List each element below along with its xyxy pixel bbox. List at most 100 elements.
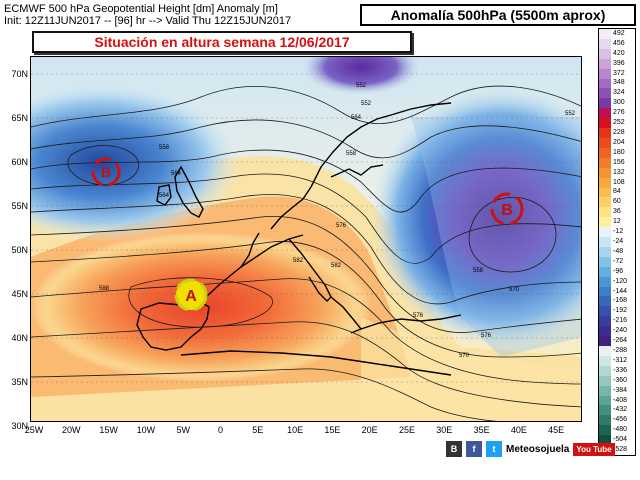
legend-swatch xyxy=(599,296,611,307)
legend-label: -288 xyxy=(613,346,628,354)
legend-label: 108 xyxy=(613,178,625,186)
legend-swatch xyxy=(599,286,611,297)
legend-label: 300 xyxy=(613,99,625,107)
contour-label: 576 xyxy=(481,333,492,339)
footer-logos: B f t Meteosojuela You Tube xyxy=(446,440,615,458)
contour-label: 570 xyxy=(509,287,520,293)
legend-swatch xyxy=(599,29,611,40)
legend-swatch xyxy=(599,38,611,50)
contour-label: 576 xyxy=(336,223,347,229)
legend-label: -24 xyxy=(613,238,624,245)
legend-swatch xyxy=(599,246,611,258)
contour-label: 570 xyxy=(459,353,470,359)
longitude-label: 20E xyxy=(361,425,378,435)
legend-label: 324 xyxy=(613,89,625,97)
legend-label: -192 xyxy=(613,307,628,315)
legend-swatch xyxy=(599,346,611,357)
title-text: Anomalía 500hPa (5500m aprox) xyxy=(390,7,606,23)
legend-swatch xyxy=(599,266,611,278)
legend-label: -72 xyxy=(613,257,624,265)
legend-label: 420 xyxy=(613,49,625,57)
legend-label: 132 xyxy=(613,168,625,176)
youtube-icon[interactable]: You Tube xyxy=(573,442,615,456)
legend-swatch xyxy=(599,336,611,347)
situation-title: Situación en altura semana 12/06/2017 xyxy=(94,34,350,50)
east-cold-corridor xyxy=(411,117,581,357)
longitude-label: 25E xyxy=(398,425,415,435)
east-low-area xyxy=(371,87,581,347)
legend-label: 372 xyxy=(613,69,625,77)
legend-swatch xyxy=(599,108,611,119)
header-line-2: Init: 12Z11JUN2017 -- [96] hr --> Valid … xyxy=(4,15,292,27)
legend-label: -528 xyxy=(613,446,628,454)
contour-labels: 552 552 564 558 576 582 588 582 570 576 576 558 558 5… xyxy=(99,83,576,359)
latitude-label: 70N xyxy=(11,69,28,79)
contour-label: 552 xyxy=(356,83,367,89)
west-low-symbol: B xyxy=(91,157,121,187)
legend-swatch xyxy=(599,48,611,60)
legend-label: 276 xyxy=(613,109,625,117)
legend-swatch xyxy=(599,375,611,387)
contour-label: 576 xyxy=(413,313,424,319)
legend-label: -336 xyxy=(613,366,628,374)
contour-label: 564 xyxy=(159,193,170,199)
legend-swatch xyxy=(599,128,611,139)
legend-label: -48 xyxy=(613,247,624,255)
legend-swatch xyxy=(599,197,611,208)
legend-swatch xyxy=(599,316,611,327)
facebook-icon[interactable]: f xyxy=(466,441,482,457)
longitude-label: 35E xyxy=(473,425,490,435)
legend-label: -432 xyxy=(613,406,628,414)
longitude-label: 15E xyxy=(324,425,341,435)
anomaly-map: 552 552 564 558 576 582 588 582 570 576 576 558 558 5… xyxy=(31,57,581,421)
legend-label: -240 xyxy=(613,327,628,335)
legend-label: 204 xyxy=(613,138,625,146)
legend-swatch xyxy=(599,395,611,406)
legend-label: 456 xyxy=(613,39,625,47)
contour-label: 582 xyxy=(293,258,304,264)
twitter-icon[interactable]: t xyxy=(486,441,502,457)
legend-swatch xyxy=(599,306,611,317)
longitude-label: 5E xyxy=(252,425,264,435)
legend-swatch xyxy=(599,78,611,89)
legend-swatch xyxy=(599,415,611,426)
legend-swatch xyxy=(599,405,611,416)
header-line-1: ECMWF 500 hPa Geopotential Height [dm] A… xyxy=(4,3,278,15)
legend-label: 228 xyxy=(613,129,625,137)
legend-swatch xyxy=(599,187,611,198)
contour-label: 564 xyxy=(351,115,362,121)
latitude-label: 55N xyxy=(11,201,28,211)
latitude-label: 30N xyxy=(11,421,28,431)
legend-swatch xyxy=(599,147,611,159)
legend-swatch xyxy=(599,98,611,109)
longitude-label: 40E xyxy=(510,425,527,435)
legend-swatch xyxy=(599,217,611,228)
west-low-letter: B xyxy=(101,164,111,180)
graticule xyxy=(31,73,581,383)
legend-label: -144 xyxy=(613,287,628,295)
contour-label: 582 xyxy=(331,263,342,269)
longitude-label: 45E xyxy=(548,425,565,435)
legend-label: -408 xyxy=(613,396,628,404)
title-box: Anomalía 500hPa (5500m aprox) xyxy=(360,4,636,26)
brand-name: Meteosojuela xyxy=(506,443,570,455)
legend-label: 252 xyxy=(613,119,625,127)
blogger-icon[interactable]: B xyxy=(446,441,462,457)
longitude-label: 5W xyxy=(176,425,190,435)
legend-label: -96 xyxy=(613,267,624,275)
contour-label: 552 xyxy=(361,101,372,107)
legend-label: -360 xyxy=(613,376,628,384)
legend-label: 396 xyxy=(613,59,625,67)
legend-label: -312 xyxy=(613,356,628,364)
legend-swatch xyxy=(599,385,611,397)
legend-label: 492 xyxy=(613,29,625,37)
legend-label: -216 xyxy=(613,317,628,325)
legend-swatch xyxy=(599,276,611,288)
latitude-label: 60N xyxy=(11,157,28,167)
legend-swatch xyxy=(599,68,611,80)
legend-swatch xyxy=(599,88,611,99)
coastlines xyxy=(136,102,462,376)
map-area: 552 552 564 558 576 582 588 582 570 576 576 558 558 5… xyxy=(30,56,582,422)
east-low-symbol: B xyxy=(490,192,524,226)
